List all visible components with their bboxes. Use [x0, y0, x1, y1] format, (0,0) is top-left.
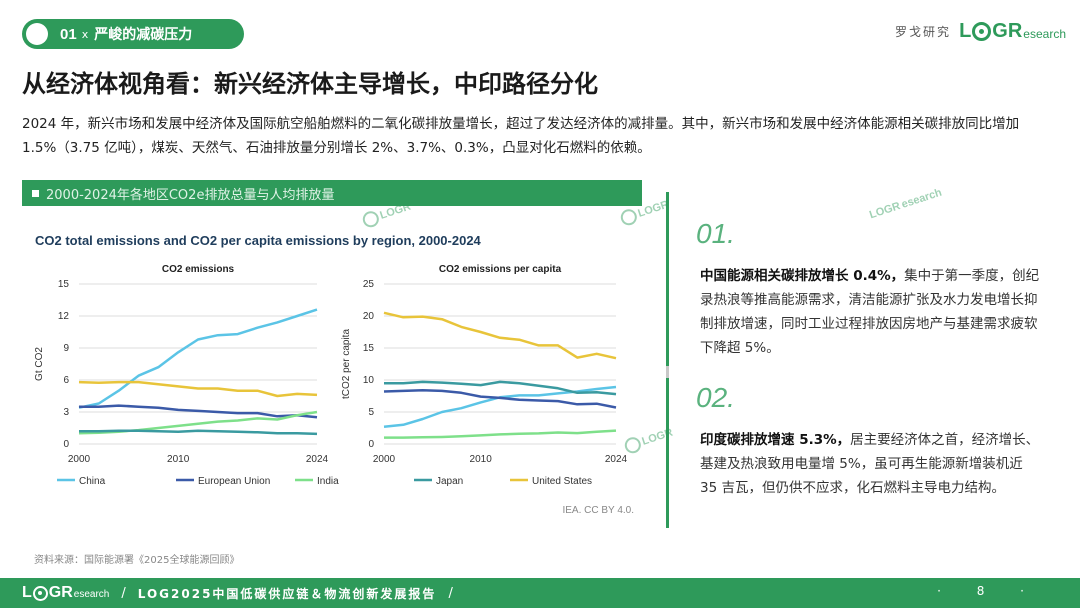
legend-label: India — [317, 476, 339, 487]
point-body-2: 居主要经济体之首，经济增长、基建及热浪致用电量增 5%，虽可再生能源新增装机近 … — [700, 432, 1040, 496]
page-title: 从经济体视角看：新兴经济体主导增长，中印路径分化 — [22, 70, 598, 98]
watermark: LOGR esearch — [868, 187, 943, 222]
series-line-european-union — [79, 404, 318, 419]
legend-label: European Union — [198, 476, 270, 487]
chart-subtitle: CO2 emissions — [162, 264, 235, 275]
chart-ytick-label: 15 — [363, 343, 375, 354]
data-source-footnote: 资料来源：国际能源署《2025全球能源回顾》 — [34, 555, 240, 566]
chart-ytick-label: 12 — [58, 311, 70, 322]
series-line-european-union — [383, 388, 617, 409]
legend-label: Japan — [436, 476, 463, 487]
logo-letter-l: L — [959, 20, 972, 42]
page-number: · 8 · — [937, 584, 1040, 598]
logo-ring-icon — [972, 22, 992, 41]
series-line-japan — [384, 380, 617, 396]
brand-cn-name: 罗戈研究 — [895, 25, 952, 39]
chart-ytick-label: 20 — [363, 311, 375, 322]
brand-header: 罗戈研究 L G R esearch — [895, 20, 1066, 43]
chart-container: CO2 total emissions and CO2 per capita e… — [22, 214, 640, 534]
section-badge: 01 x 严峻的减碳压力 — [22, 19, 244, 49]
chart-ytick-label: 0 — [368, 439, 374, 450]
series-line-japan — [79, 429, 318, 436]
footer-logo-l: L — [22, 584, 32, 601]
chart-xtick-label: 2024 — [306, 454, 329, 465]
accent-bar-1 — [666, 192, 669, 366]
legend-label: China — [79, 476, 106, 487]
chart-xtick-label: 2000 — [373, 454, 396, 465]
chart-ytick-label: 5 — [368, 407, 374, 418]
chart-xtick-label: 2024 — [605, 454, 628, 465]
chart-ytick-label: 15 — [58, 279, 70, 290]
footer-logo-r: R — [61, 584, 73, 601]
series-line-united-states — [78, 380, 318, 398]
separator-bar — [666, 366, 669, 378]
legend-label: United States — [532, 476, 592, 487]
square-bullet-icon — [32, 189, 39, 197]
footer-logo-g: G — [48, 584, 62, 601]
point-text-2: 印度碳排放增速 5.3%，居主要经济体之首，经济增长、基建及热浪致用电量增 5%… — [700, 428, 1040, 500]
point-bold-1: 中国能源相关碳排放增长 0.4%， — [700, 268, 905, 284]
point-number-2: 02. — [696, 382, 735, 413]
chart-title: CO2 total emissions and CO2 per capita e… — [35, 233, 481, 248]
chart-xtick-label: 2010 — [167, 454, 190, 465]
series-line-india — [384, 429, 617, 439]
accent-bar-2 — [666, 378, 669, 528]
chart-xtick-label: 2000 — [68, 454, 91, 465]
intro-paragraph: 2024 年，新兴市场和发展中经济体及国际航空船舶燃料的二氧化碳排放量增长，超过… — [22, 116, 1020, 156]
series-line-united-states — [383, 311, 617, 360]
chart-ytick-label: 0 — [63, 439, 69, 450]
chart-ylabel: tCO2 per capita — [341, 329, 352, 399]
chart-ytick-label: 25 — [363, 279, 375, 290]
logo-letter-r: R — [1007, 20, 1023, 42]
point-bold-2: 印度碳排放增速 5.3%， — [700, 432, 851, 448]
chart-panel-title: 2000-2024年各地区CO2e排放总量与人均排放量 — [46, 187, 335, 203]
chart-ytick-label: 6 — [63, 375, 69, 386]
logo: L G R esearch — [959, 20, 1066, 43]
footer-report-title: LOG2025中国低碳供应链＆物流创新发展报告 — [137, 586, 437, 601]
point-body-1: 集中于第一季度，创纪录热浪等推高能源需求，清洁能源扩张及水力发电增长抑制排放增速… — [700, 268, 1040, 356]
watermark-text: LOGR — [640, 426, 675, 448]
chart-ylabel: Gt CO2 — [34, 347, 45, 381]
chart-source-note: IEA. CC BY 4.0. — [562, 505, 634, 516]
chart-ytick-label: 3 — [63, 407, 69, 418]
chart-ytick-label: 10 — [363, 375, 375, 386]
footer-logo-research: esearch — [73, 588, 110, 600]
footer-bar: L G R esearch / LOG2025中国低碳供应链＆物流创新发展报告 … — [0, 578, 1080, 608]
footer-slash: / — [121, 585, 126, 601]
watermark-text: LOGR — [867, 200, 902, 222]
chart-ytick-label: 9 — [63, 343, 69, 354]
point-number-1: 01. — [696, 218, 735, 249]
badge-dot-icon — [26, 23, 48, 45]
watermark-sub: esearch — [900, 186, 944, 211]
chart-panel-header: 2000-2024年各地区CO2e排放总量与人均排放量 — [22, 180, 642, 206]
chart-xtick-label: 2010 — [470, 454, 493, 465]
logo-letter-g: G — [992, 20, 1008, 42]
logo-research: esearch — [1023, 26, 1066, 41]
section-number: 01 — [60, 25, 77, 43]
point-text-1: 中国能源相关碳排放增长 0.4%，集中于第一季度，创纪录热浪等推高能源需求，清洁… — [700, 264, 1040, 360]
section-separator: x — [81, 27, 89, 41]
footer-logo: L G R esearch — [22, 584, 109, 602]
series-line-china — [78, 308, 318, 409]
footer-slash-2: / — [448, 585, 453, 601]
chart-subtitle: CO2 emissions per capita — [439, 264, 562, 275]
footer-logo-ring-icon — [32, 585, 48, 601]
section-title: 严峻的减碳压力 — [94, 27, 193, 43]
